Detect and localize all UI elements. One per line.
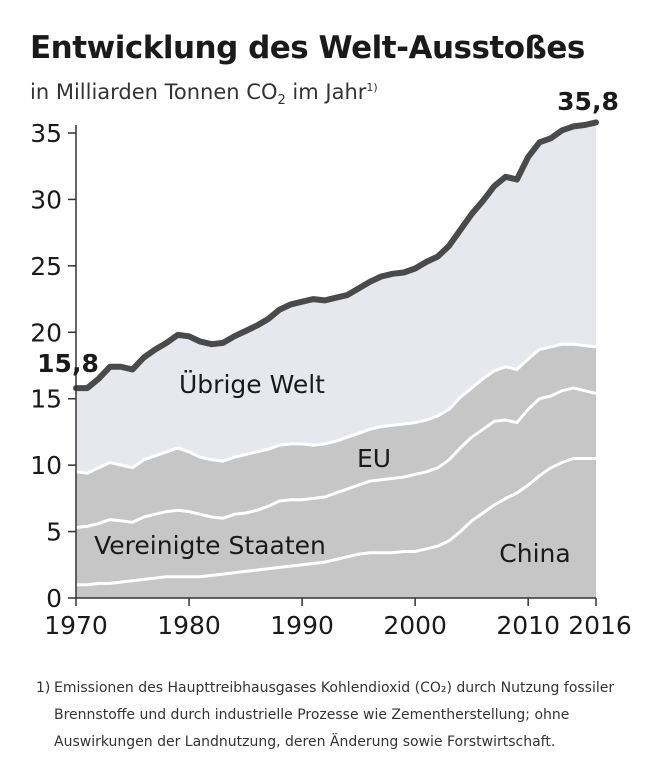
x-tick-label-2000: 2000 xyxy=(383,611,447,640)
footnote-line-2: Brennstoffe und durch industrielle Proze… xyxy=(54,707,570,723)
series-label-uebrige-welt: Übrige Welt xyxy=(179,370,325,399)
footnote-line-1: 1) Emissionen des Haupttreibhausgases Koh… xyxy=(36,675,636,702)
x-tick-label-1990: 1990 xyxy=(270,611,334,640)
x-tick-label-1980: 1980 xyxy=(157,611,221,640)
total-line xyxy=(73,119,599,392)
chart-subtitle: in Milliarden Tonnen CO2 im Jahr1) xyxy=(30,80,378,108)
band-line-1 xyxy=(75,386,597,530)
subtitle-footnote-ref: 1) xyxy=(366,81,378,94)
footnote-mark: 1) xyxy=(36,680,51,696)
series-label-vereinigte-staaten: Vereinigte Staaten xyxy=(94,531,326,560)
annotation-end-value: 35,8 xyxy=(557,87,619,116)
area-eu-and-below xyxy=(76,344,596,598)
band-line-0 xyxy=(76,457,596,587)
y-tick-label-30: 30 xyxy=(30,185,62,214)
series-label-eu: EU xyxy=(357,444,391,473)
footnote-text-1: Emissionen des Haupttreibhausgases Kohle… xyxy=(54,680,615,696)
footnote: 1) Emissionen des Haupttreibhausgases Koh… xyxy=(36,675,636,756)
emissions-area-chart: 0 5 10 15 20 25 30 35 1970 1980 1990 2000 2010 2016 Ch… xyxy=(30,87,632,640)
y-tick-label-35: 35 xyxy=(30,119,62,148)
y-tick-label-25: 25 xyxy=(30,252,62,281)
subtitle-text: in Milliarden Tonnen CO xyxy=(30,80,278,104)
x-tick-label-1970: 1970 xyxy=(44,611,108,640)
x-tick-label-2016: 2016 xyxy=(568,611,632,640)
chart-title: Entwicklung des Welt-Ausstoßes xyxy=(30,30,585,66)
y-tick-label-15: 15 xyxy=(30,385,62,414)
subtitle-text-end: im Jahr xyxy=(285,80,367,104)
series-label-china: China xyxy=(499,539,570,568)
subtitle-subscript: 2 xyxy=(277,93,286,109)
x-tick-label-2010: 2010 xyxy=(496,611,560,640)
footnote-line-3: Auswirkungen der Landnutzung, deren Ände… xyxy=(54,734,556,750)
y-tick-label-0: 0 xyxy=(46,584,62,613)
y-tick-label-10: 10 xyxy=(30,451,62,480)
y-tick-label-20: 20 xyxy=(30,318,62,347)
y-tick-label-5: 5 xyxy=(46,518,62,547)
annotation-start-value: 15,8 xyxy=(37,349,99,378)
band-line-2 xyxy=(75,342,597,475)
